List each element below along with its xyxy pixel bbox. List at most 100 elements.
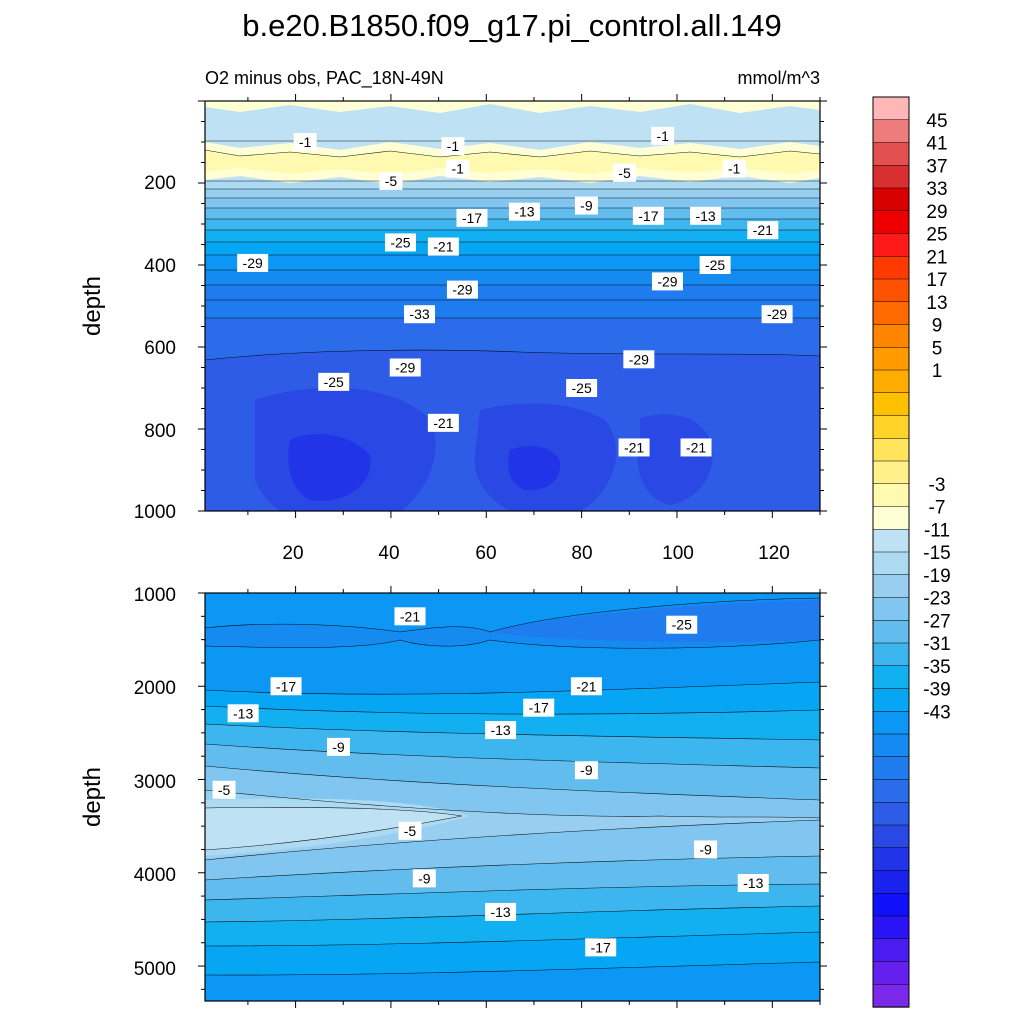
contour-label-box (666, 615, 698, 634)
contour-label: -5 (398, 821, 422, 840)
contour-label-box (722, 159, 746, 178)
colorbar-cell (872, 119, 910, 144)
colorbar-label: 17 (926, 270, 947, 291)
colorbar-cell (872, 870, 910, 894)
contour-label: -9 (574, 196, 598, 215)
contour-label-box (761, 305, 793, 324)
contour-label-box (623, 350, 655, 369)
contour-label-text: -9 (580, 198, 593, 214)
colorbar-cell (872, 210, 910, 235)
contour-label: -1 (722, 159, 746, 178)
contour-label-box (227, 704, 259, 723)
contour-label: -13 (737, 874, 769, 893)
contour-label-box (485, 721, 517, 740)
upper-contour-labels: -1 -1 -1 -1 -1 -5 -5 -17 -13 -9 -17 -13 -21 -25 -21 -29… (237, 126, 793, 457)
contour-label: -13 (485, 902, 517, 921)
chart-subtitle: O2 minus obs, PAC_18N-49N (205, 68, 444, 89)
contour-label-text: -29 (452, 282, 472, 298)
colorbar-cell (872, 802, 910, 826)
contour-label: -29 (651, 272, 683, 291)
contour-label: -5 (212, 780, 236, 799)
contour-label-box (389, 358, 421, 377)
contour-label: -29 (389, 358, 421, 377)
contour-label-text: -29 (395, 360, 415, 376)
contour-label: -21 (618, 438, 650, 457)
contour-label-text: -9 (332, 739, 345, 755)
contour-label-box (747, 221, 779, 240)
contour-label: -17 (270, 677, 302, 696)
contour-label-text: -25 (705, 257, 725, 273)
contour-label-box (212, 780, 236, 799)
contour-label-text: -17 (638, 208, 658, 224)
contour-label-box (318, 372, 350, 391)
units-label: mmol/m^3 (738, 68, 820, 88)
contour-label-text: -21 (433, 239, 453, 255)
colorbar-cell (872, 551, 910, 576)
colorbar-cell (872, 301, 910, 326)
colorbar-cell (872, 984, 910, 1008)
colorbar (872, 96, 910, 1008)
contour-label-box (446, 159, 470, 178)
contour-label-text: -13 (695, 208, 715, 224)
colorbar-label: 13 (926, 293, 947, 314)
contour-label: -21 (570, 677, 602, 696)
contour-label-text: -25 (572, 380, 592, 396)
contour-label-box (585, 938, 617, 957)
colorbar-cell (872, 824, 910, 849)
contour-label-text: -17 (591, 939, 611, 955)
contour-label-box (441, 137, 465, 156)
colorbar-cell (872, 96, 910, 121)
contour-label-text: -33 (409, 306, 429, 322)
contour-label-box (412, 869, 436, 888)
contour-label-text: -1 (728, 161, 741, 177)
contour-label-box (398, 821, 422, 840)
y-tick-label: 600 (144, 338, 176, 359)
lower-contour-labels: -21 -25 -17 -13 -21 -17 -13 -9 -9 -5 -5 -9 -9 -13 -13 -… (212, 607, 769, 957)
colorbar-cell (872, 620, 910, 644)
contour-label-text: -29 (243, 255, 263, 271)
colorbar-label: -39 (923, 680, 950, 701)
contour-label-text: -29 (657, 273, 677, 289)
contour-label: -25 (566, 379, 598, 397)
contour-label-text: -5 (618, 165, 631, 181)
contour-label-box (427, 413, 459, 432)
contour-label-text: -29 (767, 306, 787, 322)
contour-label: -1 (293, 133, 317, 151)
colorbar-label: 1 (932, 361, 943, 382)
y-tick-label: 1000 (134, 585, 176, 606)
contour-label-box (737, 874, 769, 893)
colorbar-cell (872, 506, 910, 530)
contour-label-box (651, 272, 683, 291)
colorbar-cell (872, 142, 910, 166)
contour-label-text: -25 (324, 374, 344, 390)
colorbar-frame (872, 96, 910, 1008)
contour-label-box (379, 171, 403, 190)
contour-label-text: -1 (299, 134, 312, 150)
contour-label: -33 (404, 305, 436, 324)
contour-label: -9 (574, 761, 598, 780)
colorbar-cell (872, 665, 910, 690)
contour-label-box (613, 163, 637, 182)
contour-label-text: -17 (462, 210, 482, 226)
y-axis-label: depth (79, 276, 106, 336)
contour-label-text: -21 (400, 608, 420, 624)
x-tick-label: 40 (378, 543, 399, 564)
colorbar-cell (872, 324, 910, 348)
contour-label-box (694, 840, 718, 859)
colorbar-cell (872, 733, 910, 758)
contour-label-text: -5 (385, 173, 398, 189)
axis-ticks (198, 94, 827, 1008)
upper-panel: -1 -1 -1 -1 -1 -5 -5 -17 -13 -9 -17 -13 -21 -25 -21 -29… (204, 100, 821, 512)
contour-label-text: -21 (686, 439, 706, 455)
contour-label: -29 (761, 305, 793, 324)
contour-label-text: -21 (433, 415, 453, 431)
contour-label-box (690, 206, 722, 225)
contour-label: -9 (412, 869, 436, 888)
colorbar-label: -27 (923, 611, 950, 632)
contour-label: -21 (394, 607, 426, 626)
contour-label: -25 (318, 372, 350, 391)
contour-label: -29 (237, 253, 269, 272)
contour-label: -21 (427, 413, 459, 432)
colorbar-cell (872, 369, 910, 394)
